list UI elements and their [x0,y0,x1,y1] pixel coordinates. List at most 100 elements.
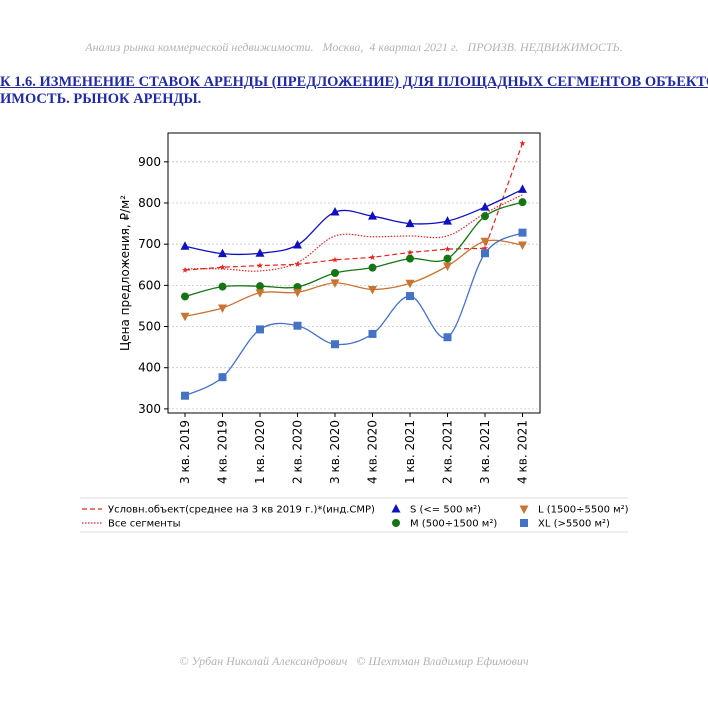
data-point [368,329,377,338]
series-3 [180,184,527,258]
series-line [184,194,523,272]
data-point [256,262,264,269]
x-tick-label: 4 кв. 2020 [366,420,380,484]
data-point [331,256,339,263]
data-point [406,249,414,256]
x-tick-label: 4 кв. 2021 [516,420,530,484]
data-point [369,254,376,260]
legend-item: M (500÷1500 м²) [392,519,497,530]
legend-label: Все сегменты [108,519,181,530]
data-point [518,241,527,250]
data-point [481,249,489,258]
legend-label: S (<= 500 м²) [410,505,481,516]
data-point [443,254,452,263]
data-point [330,279,340,288]
legend-item: L (1500÷5500 м²) [519,505,629,516]
x-tick-label: 3 кв. 2020 [328,420,342,484]
data-point [331,269,339,277]
page-footer: © Урбан Николай Александрович © Шехтман … [179,654,529,668]
data-point [518,184,527,193]
figure-title-line-1: К 1.6. ИЗМЕНЕНИЕ СТАВОК АРЕНДЫ (ПРЕДЛОЖЕ… [0,74,708,90]
series-6 [181,228,527,400]
data-point [331,340,339,349]
data-point [218,282,227,291]
y-tick-label: 400 [138,361,161,375]
y-tick-label: 800 [138,196,161,210]
series-line [184,201,523,298]
series-line [184,143,524,271]
data-point [443,333,452,342]
data-point [368,285,377,295]
y-axis-label: Цена предложения, ₽/м² [118,195,132,351]
data-point [368,263,377,272]
data-point [293,321,302,330]
data-point [294,261,301,267]
plot-frame [167,132,541,414]
legend-label: M (500÷1500 м²) [410,519,497,530]
legend-label: XL (>5500 м²) [538,519,610,530]
legend-item: Условн.объект(среднее на 3 кв 2019 г.)*(… [82,505,375,516]
data-point [518,228,527,237]
x-tick-label: 4 кв. 2019 [216,420,230,484]
x-tick-label: 3 кв. 2021 [478,420,492,484]
series-line [184,188,523,256]
series-1 [181,140,526,273]
data-point [181,391,189,400]
data-point [255,248,265,257]
legend-swatch [520,519,528,527]
data-point [480,202,490,211]
series-line [184,232,523,397]
data-point [180,241,190,250]
x-tick-label: 1 кв. 2020 [253,420,267,484]
page-header: Анализ рынка коммерческой недвижимости. … [85,40,623,54]
legend-item: Все сегменты [82,519,181,530]
data-point [219,264,226,270]
data-point [406,292,414,301]
data-point [443,216,452,225]
y-tick-label: 300 [138,402,161,416]
rent-rate-chart: 300 400 500 600 700 800 900 3 кв. 2019 4 кв. 20… [80,132,629,533]
series-line [184,239,523,317]
data-point [330,207,340,216]
x-tick-label: 3 кв. 2019 [178,420,192,484]
data-point [293,288,302,298]
data-point [293,240,302,249]
data-point [444,245,451,252]
data-point [368,211,377,220]
series-4 [181,198,527,301]
data-point [218,304,227,313]
series-5 [180,237,527,322]
data-point [481,212,489,221]
data-point [181,292,189,301]
data-point [218,248,227,258]
data-point [480,237,490,247]
data-point [405,218,415,228]
y-axis-ticks: 300 400 500 600 700 800 900 [138,155,168,416]
data-point [406,254,414,263]
data-point [443,262,452,271]
data-point [481,245,489,251]
legend-label: L (1500÷5500 м²) [538,505,629,516]
data-point [180,312,190,322]
y-tick-label: 500 [138,320,161,334]
y-tick-label: 600 [138,278,161,292]
y-tick-label: 700 [138,237,161,251]
data-point [518,198,527,207]
y-tick-label: 900 [138,155,161,169]
x-tick-label: 2 кв. 2020 [291,420,305,484]
x-axis-ticks: 3 кв. 2019 4 кв. 2019 1 кв. 2020 2 кв. 2020… [178,413,530,484]
legend-item: XL (>5500 м²) [520,519,610,530]
data-point [218,373,227,382]
figure-title: К 1.6. ИЗМЕНЕНИЕ СТАВОК АРЕНДЫ (ПРЕДЛОЖЕ… [0,74,708,107]
data-point [255,289,265,298]
x-tick-label: 2 кв. 2021 [441,420,455,484]
series-2 [184,194,523,272]
legend-item: S (<= 500 м²) [391,504,481,516]
legend: Условн.объект(среднее на 3 кв 2019 г.)*(… [82,504,629,530]
legend-swatch [392,519,400,527]
data-point [405,279,415,289]
series-group [180,140,527,400]
legend-swatch [519,505,529,514]
figure-title-line-2: ИМОСТЬ. РЫНОК АРЕНДЫ. [0,91,202,107]
data-point [256,282,264,291]
